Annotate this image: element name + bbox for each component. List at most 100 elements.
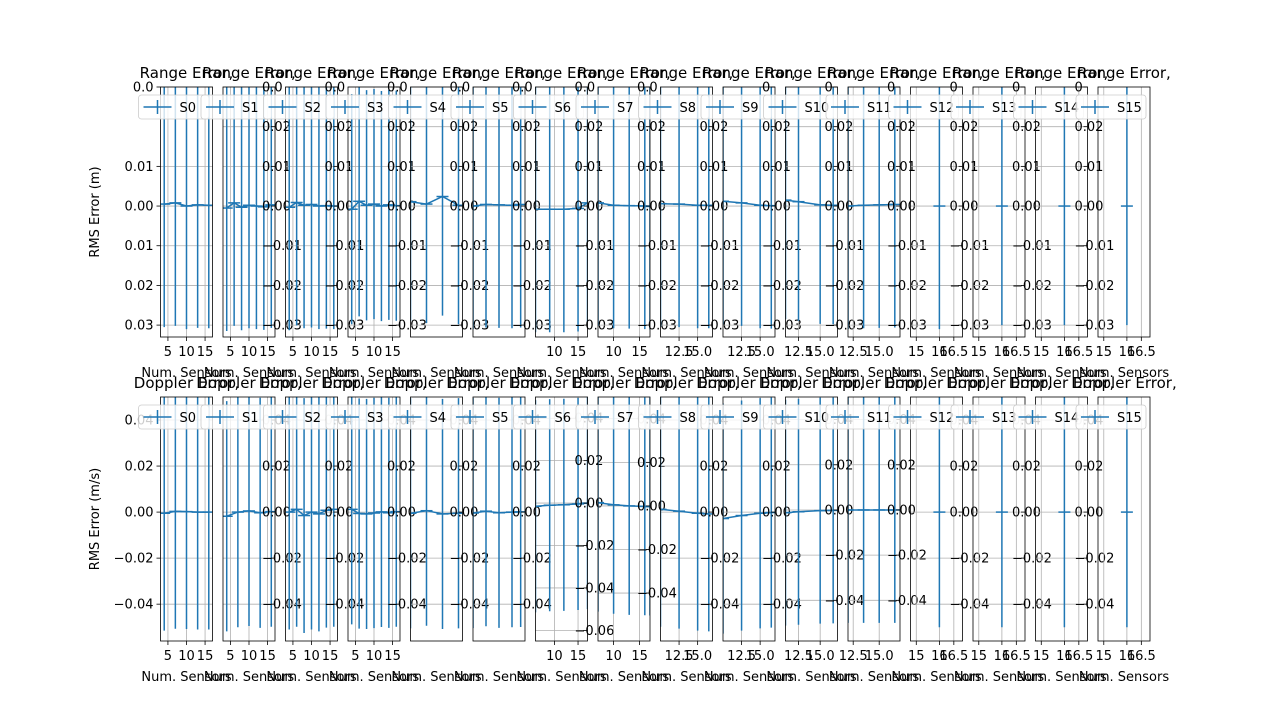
- y-tick-label: 0.00: [1075, 506, 1104, 521]
- series-S1: [223, 397, 275, 632]
- y-tick-label: −0.04: [262, 598, 302, 613]
- x-tick-label: 12.5: [665, 649, 694, 664]
- subplot-title: Doppler Error,: [1009, 374, 1114, 392]
- y-tick-label: 0.02: [1075, 120, 1104, 135]
- x-tick-label: 16: [1056, 345, 1073, 360]
- y-tick-label: 0.01: [387, 160, 416, 175]
- y-tick-label: −0.04: [950, 598, 990, 613]
- y-tick-label: −0.01: [950, 239, 990, 254]
- x-axis-label: Num. Sensors: [391, 366, 481, 381]
- legend-label: S7: [617, 411, 634, 426]
- subplot-title: Doppler Error,: [1071, 374, 1176, 392]
- subplot-title: Doppler Error,: [946, 374, 1051, 392]
- subplot-top-5: 0.0 0.02 0.01 0.00 −0.01 −0.02 −0.03 Num. Senso…: [450, 64, 552, 381]
- y-tick-label: −0.01: [825, 239, 865, 254]
- subplot-title: Doppler Error,: [696, 374, 801, 392]
- x-tick-label: 16.5: [1002, 649, 1031, 664]
- y-tick-label: −0.02: [512, 552, 552, 567]
- x-axis-label: Num. Sensors: [829, 366, 919, 381]
- legend: S14: [1013, 404, 1084, 430]
- y-tick-label: 0.02: [700, 120, 729, 135]
- series-line: [785, 199, 834, 207]
- y-tick-label: −0.04: [762, 598, 802, 613]
- y-tick-label: −0.02: [825, 279, 865, 294]
- y-tick-label: −0.03: [387, 319, 427, 334]
- legend: S6: [513, 94, 584, 120]
- y-tick-label: 0.02: [387, 460, 416, 475]
- y-tick-label: 0.00: [1012, 506, 1041, 521]
- subplot-title: Doppler Error,: [321, 374, 426, 392]
- x-tick-label: 15: [908, 345, 925, 360]
- legend: S11: [825, 404, 897, 430]
- series-S3: [348, 397, 400, 630]
- subplot-title: Range Error,: [140, 64, 234, 82]
- subplot-top-6: 0.0 0.02 0.01 0.00 −0.01 −0.02 −0.03 10 15 Num. S…: [513, 64, 614, 381]
- series-S5: [473, 397, 525, 629]
- subplot-title: Range Error,: [515, 64, 609, 82]
- legend-label: S14: [1055, 411, 1080, 426]
- y-tick-label: −0.01: [700, 239, 740, 254]
- subplot-title: Range Error,: [1015, 64, 1109, 82]
- legend-label: S6: [555, 411, 572, 426]
- x-axis-label: Num. Sensors: [704, 670, 794, 685]
- x-tick-label: 12.5: [727, 345, 756, 360]
- y-tick-label: 0.02: [450, 460, 479, 475]
- series-line: [660, 508, 709, 515]
- x-tick-label: 16.5: [1064, 345, 1093, 360]
- x-tick-label: 5: [351, 345, 359, 360]
- y-tick-label: −0.03: [450, 319, 490, 334]
- y-tick-label: 0.00: [887, 503, 916, 518]
- x-tick-label: 12.5: [727, 649, 756, 664]
- series-S12: [933, 87, 946, 330]
- legend: S3: [325, 404, 397, 430]
- legend: S3: [325, 94, 397, 120]
- y-tick-label: 0.02: [1075, 460, 1104, 475]
- series-line: [288, 201, 334, 208]
- y-tick-label: 0.0: [133, 81, 154, 96]
- y-tick-label: 0.02: [762, 460, 791, 475]
- series-S0: [160, 87, 213, 330]
- axes-frame: [1035, 396, 1088, 642]
- series-S2: [285, 397, 338, 633]
- legend-label: S4: [430, 411, 447, 426]
- series-line: [226, 202, 272, 209]
- x-tick-label: 12.5: [784, 345, 813, 360]
- subplot-top-2: 0.0 0.02 0.01 0.00 −0.01 −0.02 −0.03 5 10 15 Num. …: [263, 64, 365, 381]
- x-tick-label: 15: [570, 649, 587, 664]
- y-tick-label: 0.03: [125, 319, 154, 334]
- y-tick-label: 0: [1012, 81, 1020, 96]
- y-tick-label: 0.02: [125, 279, 154, 294]
- y-tick-label: −0.02: [575, 539, 615, 554]
- y-tick-label: −0.04: [512, 598, 552, 613]
- y-tick-label: 0.01: [700, 160, 729, 175]
- x-tick-label: 16.5: [1127, 345, 1156, 360]
- axes-frame: [785, 86, 838, 338]
- axes-frame: [597, 86, 651, 338]
- series-S1: [223, 87, 275, 332]
- y-tick-label: 0.0: [450, 81, 471, 96]
- legend-label: S8: [680, 101, 697, 116]
- legend: S10: [763, 404, 834, 430]
- axes-frame: [660, 86, 713, 338]
- y-tick-label: 0.02: [1012, 460, 1041, 475]
- x-tick-label: 15: [971, 649, 988, 664]
- y-tick-label: 0.00: [825, 200, 854, 215]
- x-tick-label: 5: [289, 649, 297, 664]
- x-tick-label: 15.0: [683, 649, 712, 664]
- y-tick-label: 0: [950, 81, 958, 96]
- x-tick-label: 15: [1033, 345, 1050, 360]
- subplot-title: Range Error,: [390, 64, 484, 82]
- y-tick-label: 0.01: [125, 160, 154, 175]
- x-axis-label: Num. Sensors: [204, 670, 294, 685]
- subplot-title: Range Error,: [202, 64, 296, 82]
- y-tick-label: −0.01: [637, 239, 677, 254]
- y-tick-label: −0.01: [325, 239, 365, 254]
- series-S14: [1058, 87, 1071, 326]
- x-tick-label: 12.5: [839, 345, 868, 360]
- legend: S4: [388, 94, 459, 120]
